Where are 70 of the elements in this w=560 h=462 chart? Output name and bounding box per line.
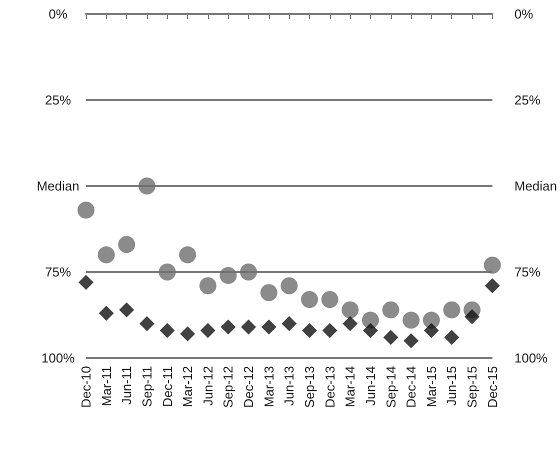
point	[180, 326, 196, 342]
point	[200, 322, 216, 338]
point	[118, 236, 136, 253]
point	[302, 322, 317, 338]
point	[342, 301, 359, 318]
point	[444, 330, 460, 345]
y-tick-label: 100%	[41, 350, 76, 366]
point	[160, 322, 175, 338]
x-tick-label: Dec-14	[404, 366, 419, 408]
y2-tick-label: 0%	[514, 6, 534, 22]
y-tick-label: 0%	[48, 6, 68, 22]
x-tick-label: Mar-12	[180, 366, 196, 408]
x-tick-label: Dec-10	[78, 366, 94, 408]
point	[220, 266, 237, 284]
x-tick-label: Dec-12	[241, 366, 256, 408]
point	[98, 306, 114, 321]
point	[119, 302, 134, 318]
point	[362, 322, 378, 338]
point	[220, 320, 236, 335]
point	[443, 301, 460, 318]
point	[321, 291, 338, 308]
x-tick-label: Jun-11	[119, 366, 134, 405]
x-tick-label: Sep-15	[464, 366, 480, 408]
y2-tick-label: Median	[514, 178, 558, 194]
point	[301, 291, 318, 308]
x-tick-label: Jun-15	[444, 366, 460, 406]
y2-tick-label: 25%	[514, 92, 541, 108]
y2-tick-label: 100%	[514, 350, 548, 366]
point	[383, 330, 398, 345]
point	[240, 264, 258, 280]
x-tick-label: Jun-14	[362, 366, 378, 406]
x-tick-label: Mar-14	[342, 366, 358, 408]
point	[322, 322, 338, 338]
x-tick-label: Dec-13	[322, 366, 338, 408]
point	[484, 278, 500, 294]
point	[402, 312, 420, 329]
point	[78, 202, 94, 219]
x-tick-label: Mar-11	[98, 366, 114, 406]
point	[280, 277, 298, 294]
point	[199, 277, 216, 294]
point	[78, 274, 94, 290]
x-tick-label: Jun-13	[282, 366, 297, 406]
x-tick-label: Jun-12	[200, 366, 216, 406]
point	[382, 301, 400, 318]
point	[282, 316, 297, 332]
point	[424, 322, 439, 338]
x-tick-label: Dec-15	[484, 366, 500, 408]
x-tick-label: Mar-13	[261, 366, 276, 408]
point	[464, 309, 480, 324]
y-tick-label: Median	[36, 178, 80, 194]
x-tick-label: Sep-13	[302, 366, 317, 408]
x-tick-label: Sep-14	[383, 366, 398, 408]
x-tick-label: Mar-15	[424, 366, 439, 408]
point	[342, 316, 358, 332]
point	[404, 333, 419, 348]
point	[260, 284, 278, 302]
point	[484, 256, 501, 274]
point	[261, 320, 276, 335]
x-tick-label: Sep-12	[220, 366, 236, 408]
point	[138, 178, 156, 194]
x-tick-label: Dec-11	[160, 366, 175, 407]
y-tick-label: 25%	[44, 92, 72, 108]
point	[241, 320, 256, 335]
point	[179, 246, 196, 264]
y2-tick-label: 75%	[514, 264, 541, 280]
point	[139, 316, 154, 332]
y-tick-label: 75%	[44, 264, 72, 280]
x-tick-label: Sep-11	[139, 366, 154, 407]
point	[158, 264, 176, 280]
point	[98, 246, 115, 264]
